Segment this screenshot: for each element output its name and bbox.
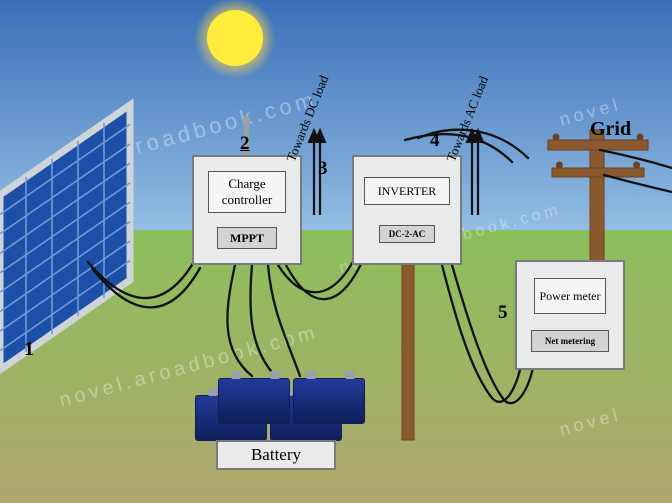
callout-number: 5 [498,302,508,324]
load-arrows [0,0,672,503]
callout-number: 3 [318,158,328,180]
callout-number: 1 [24,338,34,361]
callout-number: Grid [590,118,631,141]
callout-number: 4 [430,130,440,152]
callout-number: 2 [240,133,250,155]
